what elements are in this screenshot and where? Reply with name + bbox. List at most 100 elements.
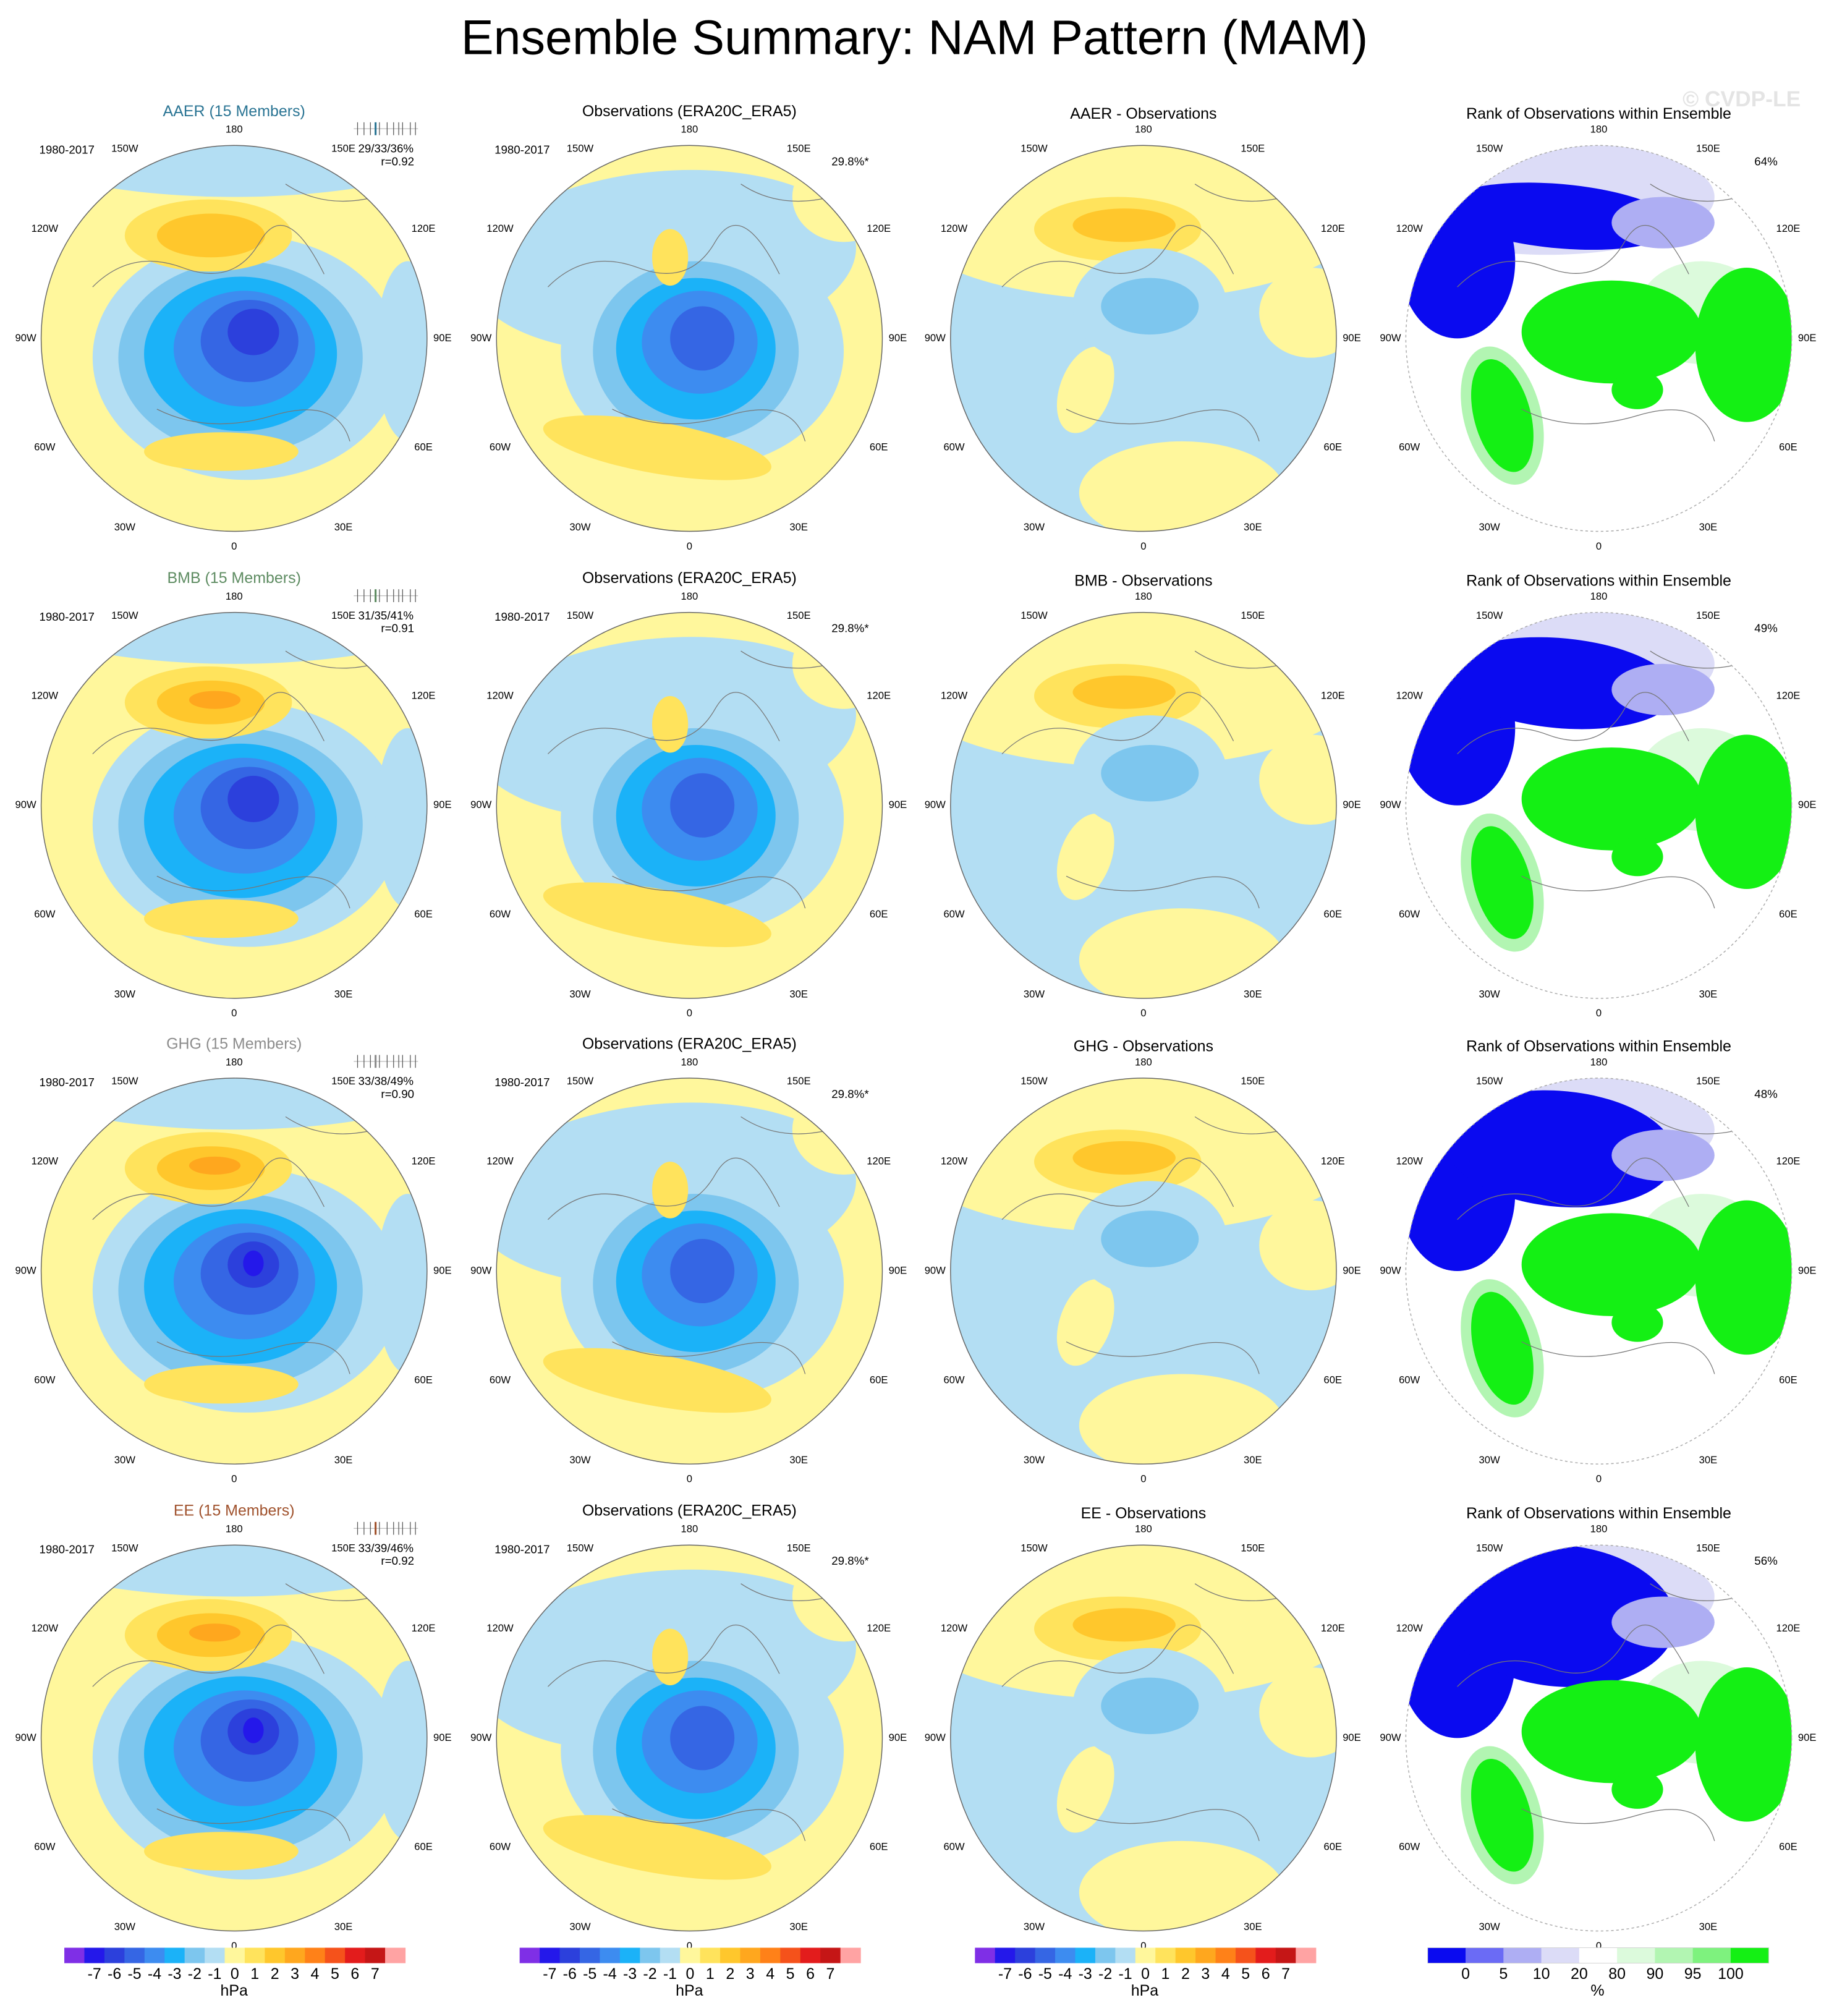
longitude-label: 120W bbox=[1396, 1622, 1423, 1634]
panel-title: EE (15 Members) bbox=[174, 1502, 295, 1520]
colorbar-label: 0 bbox=[685, 1965, 694, 1983]
longitude-label: 90E bbox=[889, 799, 907, 810]
longitude-label: 150W bbox=[567, 142, 594, 154]
map-border bbox=[40, 1544, 428, 1932]
colorbar-swatch bbox=[640, 1947, 661, 1963]
longitude-label: 60E bbox=[414, 1374, 433, 1385]
longitude-label: 60E bbox=[1323, 1374, 1342, 1385]
colorbar-label: -3 bbox=[168, 1965, 181, 1983]
map-border bbox=[1405, 611, 1793, 999]
member-spread-glyph bbox=[354, 589, 418, 602]
colorbar-label: 1 bbox=[706, 1965, 715, 1983]
longitude-label: 90W bbox=[925, 799, 946, 810]
longitude-label: 120E bbox=[1321, 223, 1345, 234]
colorbar-swatch bbox=[184, 1947, 205, 1963]
colorbar-swatch bbox=[265, 1947, 286, 1963]
longitude-label: 180 bbox=[681, 1056, 698, 1068]
longitude-label: 30E bbox=[1699, 1921, 1718, 1933]
period: 1980-2017 bbox=[494, 143, 550, 156]
longitude-label: 30E bbox=[789, 989, 808, 1000]
map bbox=[496, 1078, 883, 1465]
longitude-label: 150W bbox=[567, 610, 594, 621]
longitude-label: 120W bbox=[1396, 689, 1423, 701]
explained-variance: 29.8%* bbox=[831, 155, 868, 168]
colorbar-swatch bbox=[820, 1947, 841, 1963]
longitude-label: 120W bbox=[486, 223, 514, 234]
colorbar-label: 3 bbox=[1201, 1965, 1210, 1983]
period: 1980-2017 bbox=[39, 1076, 95, 1089]
map-border bbox=[40, 611, 428, 999]
pattern-correlation: r=0.92 bbox=[381, 155, 414, 168]
colorbar-label: 3 bbox=[291, 1965, 299, 1983]
longitude-label: 120E bbox=[1776, 689, 1800, 701]
longitude-label: 150W bbox=[1021, 610, 1048, 621]
colorbar-swatch bbox=[64, 1947, 85, 1963]
colorbar-swatch bbox=[1655, 1947, 1694, 1963]
longitude-label: 150W bbox=[1476, 1075, 1503, 1087]
longitude-label: 180 bbox=[681, 1523, 698, 1535]
longitude-label: 30E bbox=[1699, 521, 1718, 533]
colorbar-label: -6 bbox=[563, 1965, 577, 1983]
longitude-label: 60E bbox=[1779, 441, 1797, 453]
longitude-label: 60E bbox=[1779, 1841, 1797, 1853]
colorbar-swatch bbox=[164, 1947, 185, 1963]
colorbar-label: -4 bbox=[148, 1965, 161, 1983]
longitude-label: 60W bbox=[1399, 1841, 1420, 1853]
longitude-label: 150W bbox=[1021, 142, 1048, 154]
longitude-label: 30E bbox=[334, 1454, 353, 1466]
longitude-label: 120W bbox=[32, 1622, 59, 1634]
colorbar-swatch bbox=[680, 1947, 701, 1963]
colorbar-swatch bbox=[1730, 1947, 1769, 1963]
colorbar-swatch bbox=[975, 1947, 996, 1963]
longitude-label: 90W bbox=[1380, 1732, 1401, 1743]
colorbar-label: -7 bbox=[88, 1965, 101, 1983]
longitude-label: 120E bbox=[867, 1155, 891, 1167]
panel-title: GHG (15 Members) bbox=[166, 1035, 302, 1052]
longitude-label: 150E bbox=[331, 1075, 355, 1087]
panel-title: Rank of Observations within Ensemble bbox=[1466, 1038, 1731, 1055]
longitude-label: 30W bbox=[569, 521, 590, 533]
longitude-label: 120W bbox=[486, 1622, 514, 1634]
longitude-label: 60W bbox=[490, 1374, 511, 1385]
colorbar-swatch bbox=[619, 1947, 640, 1963]
map bbox=[950, 612, 1337, 998]
longitude-label: 90E bbox=[1343, 332, 1361, 344]
explained-variance: 29.8%* bbox=[831, 1554, 868, 1567]
colorbar-label: -7 bbox=[543, 1965, 556, 1983]
longitude-label: 0 bbox=[1596, 1940, 1602, 1952]
colorbar-label: 6 bbox=[1262, 1965, 1270, 1983]
longitude-label: 60W bbox=[34, 1841, 55, 1853]
explained-variance: 29.8%* bbox=[831, 622, 868, 635]
rank-percent: 49% bbox=[1754, 622, 1777, 635]
colorbar-label: -7 bbox=[998, 1965, 1012, 1983]
colorbar bbox=[519, 1947, 861, 1963]
longitude-label: 120E bbox=[1776, 1622, 1800, 1634]
colorbar-swatch bbox=[840, 1947, 861, 1963]
longitude-label: 0 bbox=[687, 1007, 692, 1019]
period: 1980-2017 bbox=[39, 610, 95, 623]
colorbar-label: 0 bbox=[1141, 1965, 1150, 1983]
panel-title: EE - Observations bbox=[1081, 1505, 1207, 1522]
longitude-label: 30E bbox=[789, 521, 808, 533]
longitude-label: 180 bbox=[1135, 590, 1152, 602]
colorbar-label: 2 bbox=[726, 1965, 734, 1983]
longitude-label: 30W bbox=[114, 1454, 135, 1466]
longitude-label: 90W bbox=[470, 1732, 491, 1743]
colorbar-label: 1 bbox=[1161, 1965, 1170, 1983]
longitude-label: 120W bbox=[32, 223, 59, 234]
colorbar-swatch bbox=[540, 1947, 561, 1963]
longitude-label: 60W bbox=[943, 1841, 964, 1853]
colorbar-swatch bbox=[720, 1947, 741, 1963]
longitude-label: 30E bbox=[334, 521, 353, 533]
colorbar-swatch bbox=[1015, 1947, 1036, 1963]
colorbar-label: -3 bbox=[623, 1965, 637, 1983]
longitude-label: 0 bbox=[1596, 1473, 1602, 1485]
longitude-label: 90W bbox=[925, 1732, 946, 1743]
longitude-label: 30W bbox=[1479, 521, 1500, 533]
longitude-label: 30W bbox=[1024, 1921, 1045, 1933]
colorbar-units: hPa bbox=[220, 1982, 248, 1999]
longitude-label: 0 bbox=[231, 540, 237, 552]
explained-variance: 29.8%* bbox=[831, 1087, 868, 1100]
longitude-label: 150E bbox=[787, 610, 811, 621]
longitude-label: 90E bbox=[1343, 799, 1361, 810]
